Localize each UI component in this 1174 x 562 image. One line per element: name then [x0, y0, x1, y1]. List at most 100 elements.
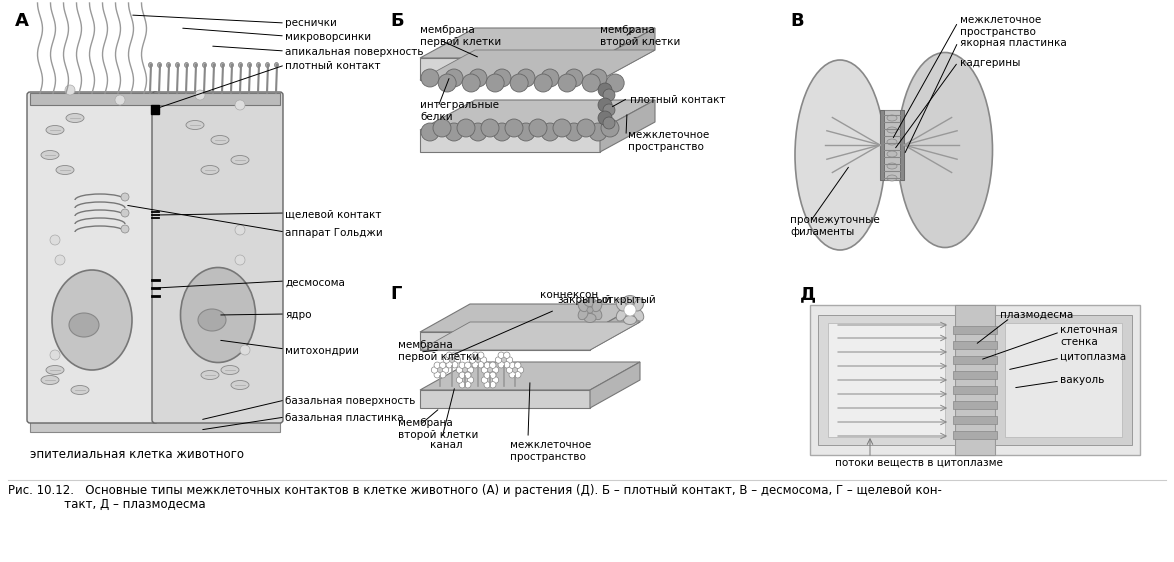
- Circle shape: [481, 119, 499, 137]
- Ellipse shape: [888, 151, 897, 157]
- Ellipse shape: [231, 156, 249, 165]
- Circle shape: [468, 69, 487, 87]
- Text: мембрана
второй клетки: мембрана второй клетки: [398, 418, 478, 439]
- Circle shape: [484, 372, 491, 378]
- Ellipse shape: [795, 60, 885, 250]
- Circle shape: [438, 74, 457, 92]
- Circle shape: [467, 367, 473, 373]
- Circle shape: [625, 304, 636, 316]
- Circle shape: [603, 117, 615, 129]
- Circle shape: [511, 74, 528, 92]
- Ellipse shape: [616, 309, 627, 321]
- Ellipse shape: [202, 62, 207, 67]
- Circle shape: [606, 74, 625, 92]
- Circle shape: [115, 95, 124, 105]
- Circle shape: [534, 74, 552, 92]
- Bar: [953, 326, 997, 334]
- Circle shape: [433, 119, 451, 137]
- Bar: [151, 105, 158, 114]
- Bar: [818, 315, 954, 445]
- Text: базальная пластинка: базальная пластинка: [285, 413, 404, 423]
- Ellipse shape: [275, 62, 278, 67]
- Text: кадгерины: кадгерины: [960, 58, 1020, 68]
- Ellipse shape: [229, 62, 234, 67]
- Ellipse shape: [221, 365, 239, 374]
- Bar: [953, 341, 997, 349]
- Ellipse shape: [616, 299, 627, 311]
- Text: ядро: ядро: [285, 310, 311, 320]
- Circle shape: [490, 372, 495, 378]
- Bar: [810, 305, 1140, 455]
- Circle shape: [481, 377, 487, 383]
- Polygon shape: [420, 28, 655, 58]
- Circle shape: [457, 119, 475, 137]
- Bar: [953, 371, 997, 379]
- Ellipse shape: [201, 370, 220, 379]
- Circle shape: [498, 361, 505, 368]
- Bar: [953, 416, 997, 424]
- Circle shape: [558, 74, 576, 92]
- Text: межклеточное
пространство: межклеточное пространство: [628, 130, 709, 152]
- Ellipse shape: [194, 62, 197, 67]
- Circle shape: [582, 74, 600, 92]
- Ellipse shape: [201, 165, 220, 174]
- Circle shape: [505, 119, 522, 137]
- Circle shape: [463, 74, 480, 92]
- Circle shape: [501, 357, 506, 362]
- Circle shape: [553, 119, 571, 137]
- Circle shape: [493, 69, 511, 87]
- Polygon shape: [420, 100, 655, 130]
- Bar: [996, 315, 1132, 445]
- Polygon shape: [420, 50, 655, 80]
- Circle shape: [492, 377, 499, 383]
- Ellipse shape: [148, 62, 153, 67]
- Text: А: А: [15, 12, 29, 30]
- Ellipse shape: [157, 62, 162, 67]
- Circle shape: [235, 225, 245, 235]
- Circle shape: [457, 367, 463, 373]
- Circle shape: [50, 235, 60, 245]
- Ellipse shape: [211, 62, 216, 67]
- Circle shape: [459, 382, 465, 388]
- Circle shape: [452, 361, 458, 368]
- Ellipse shape: [70, 386, 89, 395]
- Circle shape: [510, 371, 515, 378]
- Text: такт, Д – плазмодесма: такт, Д – плазмодесма: [8, 498, 205, 511]
- Text: эпителиальная клетка животного: эпителиальная клетка животного: [31, 448, 244, 461]
- Ellipse shape: [634, 299, 643, 311]
- Circle shape: [510, 362, 515, 369]
- Ellipse shape: [41, 375, 59, 384]
- Bar: [880, 110, 904, 180]
- Circle shape: [459, 362, 465, 369]
- Ellipse shape: [52, 270, 131, 370]
- Circle shape: [65, 85, 75, 95]
- Ellipse shape: [592, 309, 602, 320]
- Circle shape: [487, 368, 493, 373]
- Circle shape: [465, 371, 471, 378]
- Text: якорная пластинка: якорная пластинка: [960, 38, 1067, 48]
- Circle shape: [472, 361, 479, 368]
- FancyBboxPatch shape: [27, 92, 158, 423]
- Ellipse shape: [578, 309, 588, 320]
- Text: мембрана
второй клетки: мембрана второй клетки: [600, 25, 681, 47]
- Ellipse shape: [231, 380, 249, 389]
- Circle shape: [463, 368, 467, 373]
- Circle shape: [576, 119, 595, 137]
- Polygon shape: [420, 58, 600, 80]
- Circle shape: [486, 74, 504, 92]
- Ellipse shape: [46, 125, 65, 134]
- Circle shape: [484, 371, 491, 378]
- Bar: [1005, 323, 1122, 437]
- Circle shape: [598, 98, 612, 112]
- Circle shape: [439, 371, 446, 378]
- Circle shape: [589, 69, 607, 87]
- Text: мембрана
первой клетки: мембрана первой клетки: [420, 25, 501, 47]
- Ellipse shape: [41, 151, 59, 160]
- Circle shape: [450, 357, 454, 362]
- Circle shape: [598, 111, 612, 125]
- Ellipse shape: [56, 165, 74, 174]
- Text: Д: Д: [799, 285, 816, 303]
- Circle shape: [454, 357, 460, 363]
- Ellipse shape: [175, 62, 180, 67]
- Circle shape: [445, 123, 463, 141]
